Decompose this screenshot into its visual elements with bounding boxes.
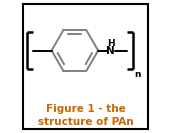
FancyBboxPatch shape	[23, 4, 148, 129]
Text: n: n	[135, 70, 141, 80]
Text: Figure 1 - the: Figure 1 - the	[46, 104, 125, 114]
Text: N: N	[106, 45, 115, 56]
Text: H: H	[107, 39, 115, 48]
Text: structure of PAn: structure of PAn	[38, 117, 133, 127]
